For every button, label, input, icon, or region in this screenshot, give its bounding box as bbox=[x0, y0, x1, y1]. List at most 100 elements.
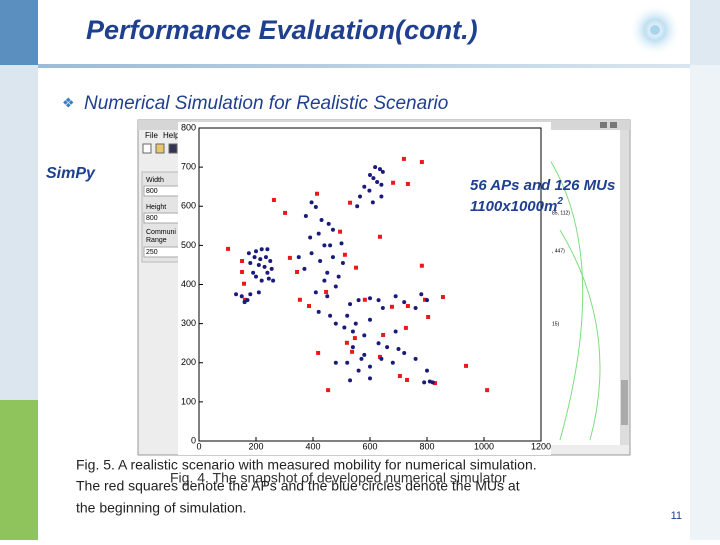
mu-circle bbox=[330, 227, 335, 232]
mu-circle bbox=[375, 179, 380, 184]
tool-icon[interactable] bbox=[168, 143, 178, 154]
mu-circle bbox=[376, 341, 381, 346]
mu-circle bbox=[265, 247, 270, 252]
y-tick-label: 500 bbox=[181, 240, 196, 250]
mu-circle bbox=[242, 300, 247, 305]
header-line bbox=[38, 64, 690, 68]
ap-square bbox=[271, 197, 276, 202]
ap-square bbox=[405, 304, 410, 309]
mu-circle bbox=[266, 276, 271, 281]
mu-circle bbox=[251, 270, 256, 275]
canvas-label: 85, 112) bbox=[552, 210, 570, 216]
ap-square bbox=[342, 252, 347, 257]
ap-square bbox=[283, 210, 288, 215]
y-tick-label: 0 bbox=[191, 435, 196, 445]
ap-square bbox=[314, 191, 319, 196]
mu-circle bbox=[239, 294, 244, 299]
tool-icon[interactable] bbox=[142, 143, 152, 154]
field-value[interactable]: 800 bbox=[146, 188, 158, 195]
mu-circle bbox=[245, 298, 250, 303]
fig5-caption: the beginning of simulation. bbox=[76, 500, 246, 516]
bullet: ❖ bbox=[62, 95, 75, 111]
ap-square bbox=[397, 374, 402, 379]
ap-square bbox=[423, 297, 428, 302]
ap-square bbox=[350, 349, 355, 354]
slide-title: Performance Evaluation(cont.) bbox=[86, 15, 478, 45]
ap-square bbox=[426, 314, 431, 319]
range-arc bbox=[549, 159, 584, 441]
window-button[interactable] bbox=[610, 122, 617, 128]
scrollbar[interactable] bbox=[620, 130, 629, 445]
ap-square bbox=[405, 181, 410, 186]
mu-circle bbox=[313, 290, 318, 295]
mu-circle bbox=[319, 217, 324, 222]
mu-circle bbox=[359, 356, 364, 361]
side-label: SimPy bbox=[46, 165, 96, 182]
mu-circle bbox=[368, 296, 372, 301]
menu-item[interactable]: Help bbox=[163, 131, 180, 140]
mu-circle bbox=[246, 251, 251, 256]
mu-circle bbox=[302, 266, 307, 271]
ap-square bbox=[432, 381, 437, 386]
canvas-label: , 447) bbox=[552, 248, 565, 254]
ap-square bbox=[324, 289, 329, 294]
mu-circle bbox=[254, 249, 258, 254]
mu-circle bbox=[368, 172, 372, 177]
side-block bbox=[0, 400, 38, 540]
ap-square bbox=[316, 350, 321, 355]
mu-circle bbox=[313, 205, 318, 210]
ap-square bbox=[338, 229, 343, 234]
mu-circle bbox=[380, 305, 385, 310]
mu-circle bbox=[413, 305, 418, 310]
mu-circle bbox=[316, 231, 321, 236]
ap-square bbox=[354, 265, 359, 270]
mu-circle bbox=[340, 260, 345, 265]
ap-square bbox=[344, 340, 349, 345]
mu-circle bbox=[396, 347, 401, 352]
mu-circle bbox=[303, 214, 308, 219]
field-value[interactable]: 800 bbox=[146, 215, 158, 222]
mu-circle bbox=[348, 378, 353, 383]
mu-circle bbox=[422, 380, 427, 385]
ap-square bbox=[391, 180, 396, 185]
mu-circle bbox=[350, 345, 355, 350]
mu-circle bbox=[348, 302, 353, 307]
field-label: Communi bbox=[146, 229, 176, 236]
mu-circle bbox=[367, 188, 372, 193]
mu-circle bbox=[379, 182, 384, 187]
mu-circle bbox=[390, 360, 395, 365]
x-tick-label: 200 bbox=[248, 441, 263, 451]
ap-square bbox=[401, 156, 406, 161]
menu-item[interactable]: File bbox=[145, 131, 158, 140]
mu-circle bbox=[259, 278, 264, 283]
side-block bbox=[0, 0, 38, 65]
ap-square bbox=[240, 269, 245, 274]
subtitle: Numerical Simulation for Realistic Scena… bbox=[84, 93, 448, 114]
mu-circle bbox=[379, 194, 384, 199]
window-button[interactable] bbox=[600, 122, 607, 128]
side-block bbox=[0, 65, 38, 400]
fig5-caption: The red squares denote the APs and the b… bbox=[76, 478, 520, 494]
y-tick-label: 400 bbox=[181, 279, 196, 289]
mu-circle bbox=[373, 165, 378, 170]
mu-circle bbox=[309, 251, 314, 256]
ap-square bbox=[297, 297, 302, 302]
mu-circle bbox=[309, 200, 314, 205]
page-number: 11 bbox=[671, 510, 682, 522]
y-tick-label: 800 bbox=[181, 122, 196, 132]
ap-square bbox=[240, 259, 245, 264]
mu-circle bbox=[339, 241, 344, 246]
field-value[interactable]: 250 bbox=[146, 249, 158, 256]
mu-circle bbox=[325, 270, 330, 275]
canvas-label: 15) bbox=[552, 321, 560, 327]
mu-circle bbox=[336, 274, 341, 279]
mu-circle bbox=[362, 352, 367, 357]
mu-circle bbox=[262, 264, 267, 269]
mu-circle bbox=[379, 356, 384, 361]
ap-square bbox=[377, 234, 382, 239]
tool-icon[interactable] bbox=[155, 143, 165, 154]
mu-circle bbox=[345, 360, 350, 365]
x-tick-label: 1200 bbox=[531, 441, 551, 451]
scroll-thumb[interactable] bbox=[621, 380, 628, 425]
